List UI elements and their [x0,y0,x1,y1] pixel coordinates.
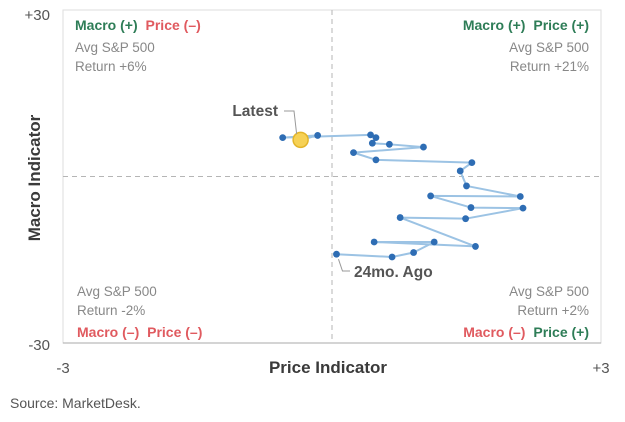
quadrant-top-left-price: Price (–) [146,17,201,33]
quadrant-bottom-left-line-2: Return -2% [77,303,145,318]
ago-callout-label: 24mo. Ago [354,264,433,281]
latest-point-marker [292,131,309,149]
data-point-6 [396,214,404,221]
data-point-1 [388,253,396,261]
latest-callout-label: Latest [232,103,278,120]
ago-callout-leader [338,259,350,272]
data-point-20 [372,134,380,142]
latest-callout-leader [284,110,298,134]
data-point-17 [420,143,427,151]
quadrant-bottom-right-macro: Macro (–) [463,324,525,340]
data-point-5 [472,243,479,250]
y-axis-title: Macro Indicator [25,114,44,241]
x-axis-title: Price Indicator [269,358,387,377]
quadrant-top-left-macro: Macro (+) [75,17,138,33]
quadrant-top-right-line-1: Avg S&P 500 [509,40,589,55]
data-point-22 [279,134,287,142]
quadrant-bottom-left-heading: Macro (–) Price (–) [77,324,202,340]
data-point-23 [314,132,322,139]
quadrant-top-right-macro: Macro (+) [463,17,526,33]
quadrant-bottom-left-price: Price (–) [147,324,202,340]
quadrant-bottom-right-line-1: Avg S&P 500 [509,284,589,299]
quadrant-top-right-heading: Macro (+) Price (+) [463,17,589,33]
source-note: Source: MarketDesk. [10,395,141,411]
data-point-14 [468,159,476,167]
quadrant-top-left-heading: Macro (+) Price (–) [75,17,201,33]
quadrant-bottom-left-macro: Macro (–) [77,324,139,340]
data-point-19 [368,139,376,147]
data-point-2 [410,249,417,256]
series-path-line [281,133,524,258]
quadrant-bottom-right-line-2: Return +2% [517,303,589,318]
quadrant-top-left-line-2: Return +6% [75,59,147,74]
data-point-18 [385,140,393,148]
data-point-10 [427,192,435,200]
data-point-8 [519,204,527,212]
y-tick-bottom: -30 [28,337,50,354]
x-tick-left: -3 [56,360,69,377]
quadrant-top-right-price: Price (+) [533,17,589,33]
data-point-12 [463,182,470,190]
data-point-11 [516,193,524,200]
data-point-21 [367,131,374,139]
x-tick-right: +3 [592,360,609,377]
y-tick-top: +30 [25,7,50,24]
data-point-0 [333,250,340,258]
quadrant-top-right-line-2: Return +21% [510,59,589,74]
quadrant-bottom-right-heading: Macro (–) Price (+) [463,324,589,340]
data-point-13 [456,167,464,175]
data-point-15 [372,156,380,164]
data-point-9 [467,204,475,211]
data-point-4 [370,238,378,246]
quadrant-bottom-left-line-1: Avg S&P 500 [77,284,157,299]
quadrant-bottom-right-price: Price (+) [533,324,589,340]
data-point-3 [430,238,438,246]
chart-svg: +30 -30 -3 +3 Price Indicator Macro Indi… [25,7,610,377]
data-point-16 [350,149,357,157]
quadrant-top-left-line-1: Avg S&P 500 [75,40,155,55]
data-point-7 [462,215,470,223]
series-layer [279,131,527,261]
